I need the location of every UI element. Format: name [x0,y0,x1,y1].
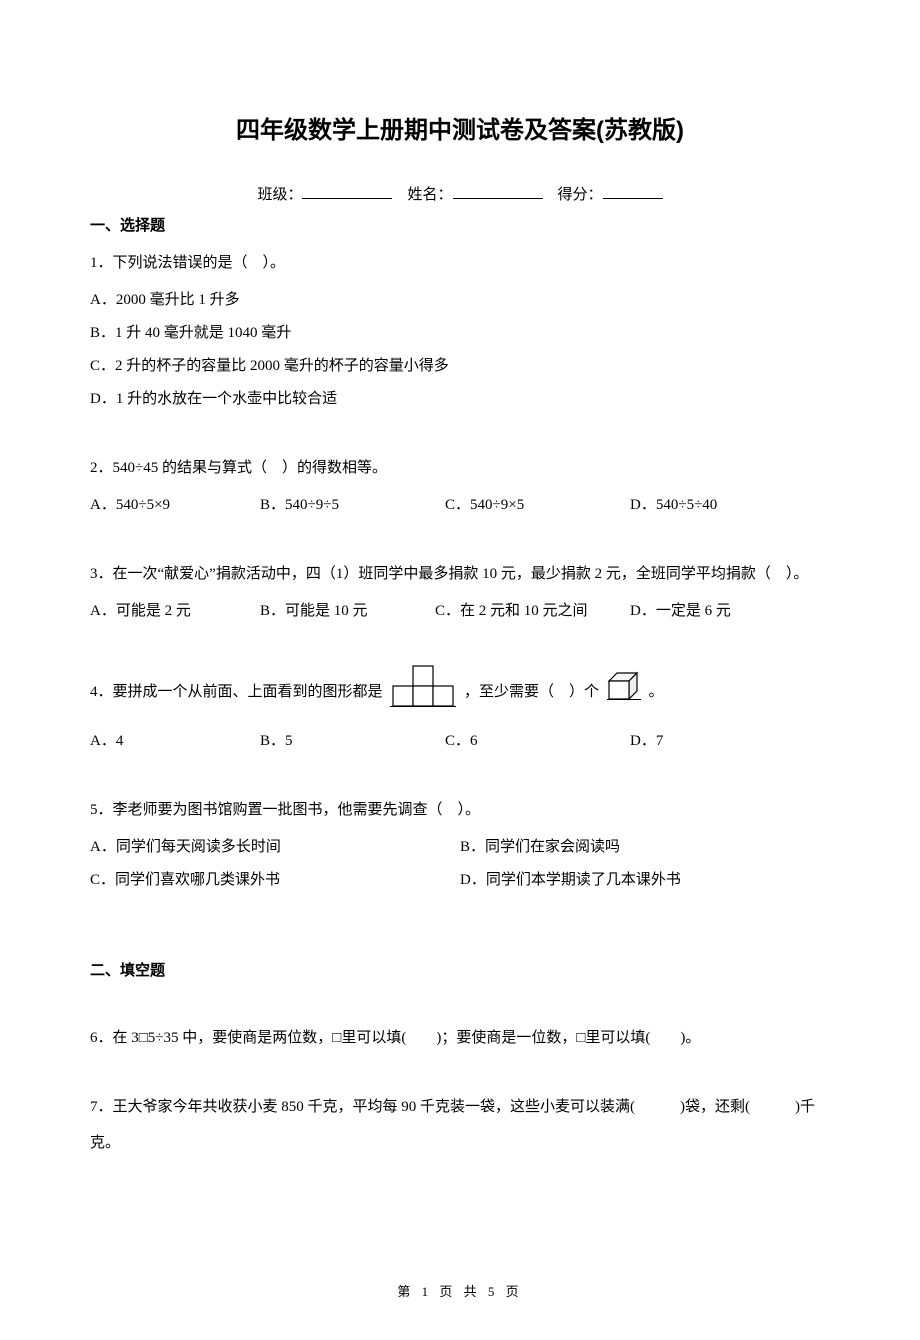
q1-stem: 1．下列说法错误的是（ ）。 [90,247,830,280]
q4-stem-mid: ，至少需要（ ）个 [464,684,599,700]
q4-opt-b: B．5 [260,725,445,758]
q3-opt-c: C．在 2 元和 10 元之间 [435,595,630,628]
q2-opt-c: C．540÷9×5 [445,489,630,522]
q2-opt-d: D．540÷5÷40 [630,489,717,522]
q1-opt-a: A．2000 毫升比 1 升多 [90,284,830,317]
page-footer: 第 1 页 共 5 页 [90,1281,830,1300]
score-blank [603,183,663,199]
q3-stem: 3．在一次“献爱心”捐款活动中，四（1）班同学中最多捐款 10 元，最少捐款 2… [90,558,830,591]
q5-stem: 5．李老师要为图书馆购置一批图书，他需要先调查（ ）。 [90,794,830,827]
q2-opt-b: B．540÷9÷5 [260,489,445,522]
q4-stem: 4．要拼成一个从前面、上面看到的图形都是 ，至少需要（ ）个 。 [90,664,830,721]
q4-options: A．4 B．5 C．6 D．7 [90,725,830,758]
q1-opt-b: B．1 升 40 毫升就是 1040 毫升 [90,317,830,350]
q4-opt-c: C．6 [445,725,630,758]
meta-line: 班级： 姓名： 得分： [90,183,830,204]
name-blank [453,183,543,199]
q4-front-view-icon [390,664,456,721]
q1-opt-c: C．2 升的杯子的容量比 2000 毫升的杯子的容量小得多 [90,350,830,383]
exam-title: 四年级数学上册期中测试卷及答案(苏教版) [90,110,830,145]
q3-options: A．可能是 2 元 B．可能是 10 元 C．在 2 元和 10 元之间 D．一… [90,595,830,628]
exam-page: 四年级数学上册期中测试卷及答案(苏教版) 班级： 姓名： 得分： 一、选择题 1… [0,0,920,1340]
class-blank [302,183,392,199]
q5-opt-c: C．同学们喜欢哪几类课外书 [90,864,460,897]
q4-opt-d: D．7 [630,725,663,758]
q1-options: A．2000 毫升比 1 升多 B．1 升 40 毫升就是 1040 毫升 C．… [90,284,830,416]
q4-cube-icon [607,671,641,714]
q3-opt-d: D．一定是 6 元 [630,595,731,628]
q4-opt-a: A．4 [90,725,260,758]
q5-options: A．同学们每天阅读多长时间 B．同学们在家会阅读吗 C．同学们喜欢哪几类课外书 … [90,831,830,897]
q4-stem-post: 。 [649,684,664,700]
section-1-header: 一、选择题 [90,214,830,235]
q3-opt-b: B．可能是 10 元 [260,595,435,628]
name-label: 姓名： [407,187,452,203]
q4-stem-pre: 4．要拼成一个从前面、上面看到的图形都是 [90,684,383,700]
section-2-header: 二、填空题 [90,959,830,980]
class-label: 班级： [257,187,302,203]
q2-opt-a: A．540÷5×9 [90,489,260,522]
q1-opt-d: D．1 升的水放在一个水壶中比较合适 [90,383,830,416]
q5-opt-a: A．同学们每天阅读多长时间 [90,831,460,864]
q5-opt-b: B．同学们在家会阅读吗 [460,831,830,864]
q5-opt-d: D．同学们本学期读了几本课外书 [460,864,830,897]
q3-opt-a: A．可能是 2 元 [90,595,260,628]
q6-stem: 6．在 3□5÷35 中，要使商是两位数，□里可以填( )；要使商是一位数，□里… [90,1022,830,1055]
q2-options: A．540÷5×9 B．540÷9÷5 C．540÷9×5 D．540÷5÷40 [90,489,830,522]
q7-stem: 7．王大爷家今年共收获小麦 850 千克，平均每 90 千克装一袋，这些小麦可以… [90,1089,830,1161]
q2-stem: 2．540÷45 的结果与算式（ ）的得数相等。 [90,452,830,485]
score-label: 得分： [558,187,603,203]
